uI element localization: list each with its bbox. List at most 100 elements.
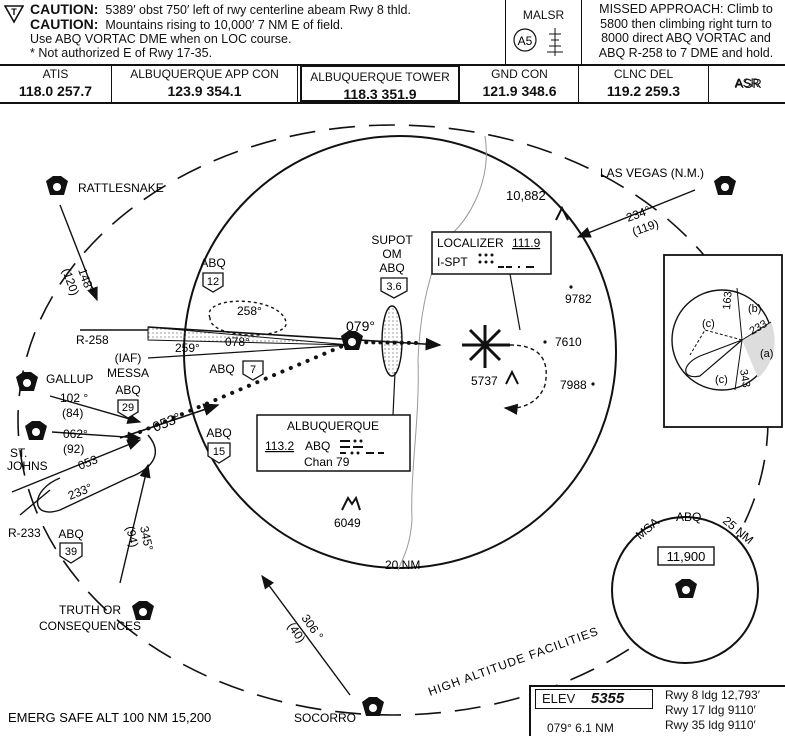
caution1-label: CAUTION: [30,1,99,17]
plan-view: LOCALIZER 111.9 I-SPT ALBUQUERQUE 113.2 … [7,124,783,725]
localizer-label: LOCALIZER [437,236,504,250]
fix-truth-2: CONSEQUENCES [39,619,141,633]
missed-approach-track [503,344,547,415]
airport-course: 079° 6.1 NM [547,721,614,735]
vortac-st-johns [25,421,47,440]
hold-course-259: 259° [175,341,200,355]
course-062-dist: (92) [63,442,84,456]
fix-supot-om: OM [382,247,401,261]
airport-symbol [462,325,510,368]
course-053-b: 053° [150,409,183,435]
ring-distance-label: 20 NM [385,558,420,572]
feeder-148 [59,204,98,302]
missed-dotted-track [138,340,354,434]
localizer-ident: I-SPT [437,255,468,269]
svg-text:T: T [11,7,17,17]
abq7-abq: ABQ [209,362,234,376]
elev-7988: 7988 [560,378,587,392]
r-233-line [19,489,51,516]
fix-socorro: SOCORRO [294,711,356,725]
freq-app-con: ALBUQUERQUE APP CON 123.9 354.1 [112,64,298,102]
elev-5737: 5737 [471,374,498,388]
spot-7988 [591,382,595,386]
vortac-name: ALBUQUERQUE [287,419,379,433]
fix-gallup: GALLUP [46,372,93,386]
circling-a: (a) [760,348,773,360]
asr-label: ASR [735,76,762,91]
lighting-label: MALSR [522,8,565,22]
obstacle-5737-icon [505,369,519,385]
radial-233: R-233 [8,526,41,540]
abq15-abq: ABQ [206,426,231,440]
briefing-header: T CAUTION: 5389′ obst 750′ left of rwy c… [0,0,785,66]
messa-dme: 29 [122,402,134,414]
course-345: 345° [137,525,156,552]
river [397,135,487,571]
freq-asr: ASR [734,76,760,90]
vortac-socorro [362,697,384,716]
fix-las-vegas: LAS VEGAS (N.M.) [600,166,704,180]
feeder-053 [11,439,142,493]
dme-box-39 [59,542,83,564]
rwy-35-length: Rwy 35 ldg 9110′ [665,718,756,732]
elev-6049: 6049 [334,516,361,530]
vortac-albuquerque [341,331,363,350]
procedure-turn [36,434,156,513]
dme-box-messa [117,399,139,419]
feeder-306 [261,574,351,696]
fix-truth-1: TRUTH OR [59,603,121,617]
radial-258: R-258 [76,333,109,347]
rwy-17-length: Rwy 17 ldg 9110′ [665,703,756,717]
course-102-dist: (84) [62,406,83,420]
feeder-234 [576,189,696,238]
rwy-8-length: Rwy 8 ldg 12,793′ [665,688,760,702]
feeder-062 [51,431,142,443]
dme-box-7 [242,360,264,381]
fix-iaf: (IAF) [115,351,142,365]
vortac-truth-or-consequences [132,601,154,620]
hold-course-258: 258° [237,304,262,318]
frequency-bar: ATIS 118.0 257.7 ALBUQUERQUE APP CON 123… [0,64,785,104]
course-233: 233° [66,480,94,502]
missed-approach-line-2: 5800 then climbing right turn to [600,16,772,31]
dme-box-supot [380,277,408,299]
dme-note: Use ABQ VORTAC DME when on LOC course. [30,32,292,46]
airport-info-box: ELEV 5355 079° 6.1 NM Rwy 8 ldg 12,793′ … [529,685,785,736]
vortac-info-box [256,414,411,472]
peak-10882-icon [555,205,569,221]
fix-supot: SUPOT [371,233,413,247]
rwy-note: * Not authorized E of Rwy 17-35. [30,46,213,60]
vortac-morse-icon [340,439,384,455]
circling-r163: 163 [721,291,735,310]
circling-c2: (c) [715,374,728,386]
msa-alt-box [657,546,715,566]
final-approach-cone [147,326,351,346]
ring-20nm [183,135,617,569]
localizer-freq: 111.9 [512,236,541,250]
elev-7610: 7610 [555,335,582,349]
spot-9782 [569,285,573,289]
lighting-code: A5 [518,34,533,48]
outer-marker [381,305,403,377]
missed-approach-line-3: 8000 direct ABQ VORTAC and [601,31,771,45]
caution1-text: 5389′ obst 750′ left of rwy centerline a… [105,3,411,17]
circling-c: (c) [702,318,715,330]
freq-gnd-con: GND CON 121.9 348.6 [461,64,579,102]
msa-vortac-icon [675,579,697,598]
feeder-102 [49,395,142,424]
elev-value: 5355 [590,690,625,707]
vortac-ident: ABQ [305,439,330,453]
circling-r343: 343 [737,368,752,388]
peak-6049-icon [341,495,361,511]
elev-box: ELEV 5355 [535,689,653,709]
fix-messa: MESSA [107,366,149,380]
vortac-gallup [16,372,38,391]
abq7-dme: 7 [250,364,256,376]
freq-atis: ATIS 118.0 257.7 [0,64,112,102]
fix-supot-abq: ABQ [379,261,404,275]
circling-track [685,339,743,378]
fix-rattlesnake: RATTLESNAKE [78,181,164,195]
vortac-chan: Chan 79 [304,455,350,469]
hold-dme: 12 [207,276,219,288]
freq-clnc-del: CLNC DEL 119.2 259.3 [579,64,709,102]
